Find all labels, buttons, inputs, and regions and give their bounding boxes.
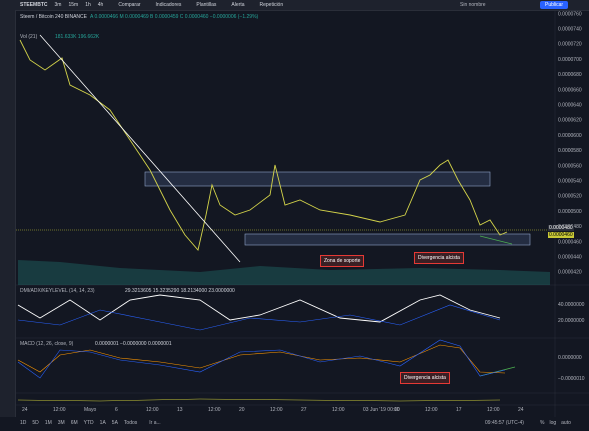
bottom-bar: 1D 5D 1M 3M 6M YTD 1A 5A Todos Ir a... xyxy=(20,420,161,426)
toolbar-items: STEEMBTC 3m 15m 1h 4h Comparar Indicadores Pla… xyxy=(20,2,283,8)
macd-axis: 0.0000000 xyxy=(558,355,582,361)
interval-button[interactable]: 1h xyxy=(85,2,91,8)
divergence-line xyxy=(479,235,513,245)
toolbar-button[interactable]: Plantillas xyxy=(196,2,217,8)
price-axis-label: 0.0000600 xyxy=(558,133,582,139)
top-bar xyxy=(0,0,589,11)
range-button[interactable]: 5A xyxy=(111,420,118,426)
price-axis-label: 0.0000560 xyxy=(558,163,582,169)
price-axis-label: 0.0000420 xyxy=(558,270,582,276)
layout-name[interactable]: Sin nombre xyxy=(460,2,486,8)
time-axis-label: 27 xyxy=(301,407,307,413)
time-axis-label: 12:00 xyxy=(208,407,221,413)
time-axis-label: 12:00 xyxy=(270,407,283,413)
range-button[interactable]: YTD xyxy=(83,420,94,426)
time-axis-label: 10 xyxy=(394,407,400,413)
price-axis-label: 0.0000620 xyxy=(558,118,582,124)
price-axis-label: 0.0000640 xyxy=(558,103,582,109)
range-button[interactable]: 3M xyxy=(57,420,65,426)
symbol[interactable]: STEEMBTC xyxy=(20,2,48,8)
interval-button[interactable]: 4h xyxy=(97,2,104,8)
time-axis-label: 6 xyxy=(115,407,118,413)
interval-button[interactable]: 15m xyxy=(68,2,79,8)
range-button[interactable]: 1D xyxy=(20,420,27,426)
time-axis-label: 24 xyxy=(22,407,28,413)
separators xyxy=(16,10,589,417)
clock: 09:45:57 (UTC-4) xyxy=(485,420,524,426)
range-button[interactable]: 5D xyxy=(32,420,39,426)
annotation: Divergencia alcista xyxy=(414,252,464,264)
legend-title: Steem / Bitcoin 240 BINANCE xyxy=(20,14,87,20)
dmi-axis: 20.0000000 xyxy=(558,318,585,324)
macd-title: MACD (12, 26, close, 9) xyxy=(20,341,74,347)
axis-options: % log auto xyxy=(540,420,571,426)
goto-button[interactable]: Ir a... xyxy=(149,420,161,426)
price-axis-label: 0.0000440 xyxy=(558,255,582,261)
volume-values: 181.633K 196.662K xyxy=(55,34,100,40)
range-button[interactable]: 1M xyxy=(44,420,52,426)
toolbar-button[interactable]: Alerta xyxy=(231,2,245,8)
support-zone xyxy=(244,233,531,246)
interval-button[interactable]: 3m xyxy=(54,2,62,8)
di-line xyxy=(17,304,501,331)
price-axis-label: 0.0000660 xyxy=(558,87,582,93)
legend-ohlc: A 0.0000466 M 0.0000469 B 0.0000459 C 0.… xyxy=(90,14,259,20)
volume-label: Vol (21) xyxy=(20,34,38,40)
axis-option[interactable]: log xyxy=(549,420,557,426)
price-axis-label: 0.0000760 xyxy=(558,11,582,17)
range-button[interactable]: 1A xyxy=(99,420,106,426)
dmi-title: DMI/ADX/KEYLEVEL (14, 14, 23) xyxy=(20,288,95,294)
trend-line xyxy=(39,34,241,263)
time-axis-label: 03 Jun '19 00:00 xyxy=(363,407,400,413)
bottom-indicator xyxy=(17,398,501,402)
price-axis-label: 0.0000700 xyxy=(558,57,582,63)
dmi-axis: 40.0000000 xyxy=(558,302,585,308)
volume-area xyxy=(18,260,550,285)
time-axis-label: 12:00 xyxy=(146,407,159,413)
toolbar-button[interactable]: Repetición xyxy=(259,2,284,8)
price-axis-label: 0.0000680 xyxy=(558,72,582,78)
range-button[interactable]: 6M xyxy=(70,420,78,426)
price-axis-label: 0.0000500 xyxy=(558,209,582,215)
annotation: Zona de soporte xyxy=(320,255,365,267)
axis-option[interactable]: auto xyxy=(561,420,571,426)
adx-line xyxy=(17,294,501,323)
publish-button[interactable]: Publicar xyxy=(540,1,569,9)
time-axis-label: Mayo xyxy=(84,407,97,413)
time-axis-label: 13 xyxy=(177,407,183,413)
annotation: Divergencia alcista xyxy=(400,372,450,384)
toolbar-button[interactable]: Comparar xyxy=(118,2,141,8)
macd-values: 0.0000001 −0.0000000 0.0000001 xyxy=(95,341,172,347)
price-series xyxy=(19,39,508,251)
price-axis: 0.0000760 0.0000740 0.0000720 0.0000700 0.00… xyxy=(558,11,582,275)
price-axis-label: 0.0000720 xyxy=(558,42,582,48)
price-tag: 0.0000460 xyxy=(548,232,574,238)
time-axis: 24 12:00 Mayo 6 12:00 13 12:00 20 12:00 27 12:00 03… xyxy=(0,407,555,415)
range-button[interactable]: Todos xyxy=(123,420,138,426)
resistance-zone xyxy=(144,171,491,187)
dmi-values: 29.3213605 15.3235290 18.2134000 23.0000… xyxy=(125,288,235,294)
left-toolbar xyxy=(0,10,16,417)
price-axis-label: 0.0000520 xyxy=(558,194,582,200)
macd-line xyxy=(17,339,506,379)
time-axis-label: 12:00 xyxy=(487,407,500,413)
macd-axis: −0.0000010 xyxy=(558,376,585,382)
time-axis-label: 24 xyxy=(518,407,524,413)
price-axis-label: 0.0000460 xyxy=(558,239,582,245)
price-tag: 0.0000480 xyxy=(548,225,574,231)
time-axis-label: 17 xyxy=(456,407,462,413)
signal-line xyxy=(17,344,506,374)
axis-option[interactable]: % xyxy=(540,420,545,426)
price-axis-label: 0.0000580 xyxy=(558,148,582,154)
time-axis-label: 12:00 xyxy=(425,407,438,413)
toolbar-button[interactable]: Indicadores xyxy=(155,2,182,8)
time-axis-label: 20 xyxy=(239,407,245,413)
price-axis-label: 0.0000740 xyxy=(558,27,582,33)
time-axis-label: 12:00 xyxy=(53,407,66,413)
time-axis-label: 12:00 xyxy=(332,407,345,413)
price-axis-label: 0.0000540 xyxy=(558,179,582,185)
